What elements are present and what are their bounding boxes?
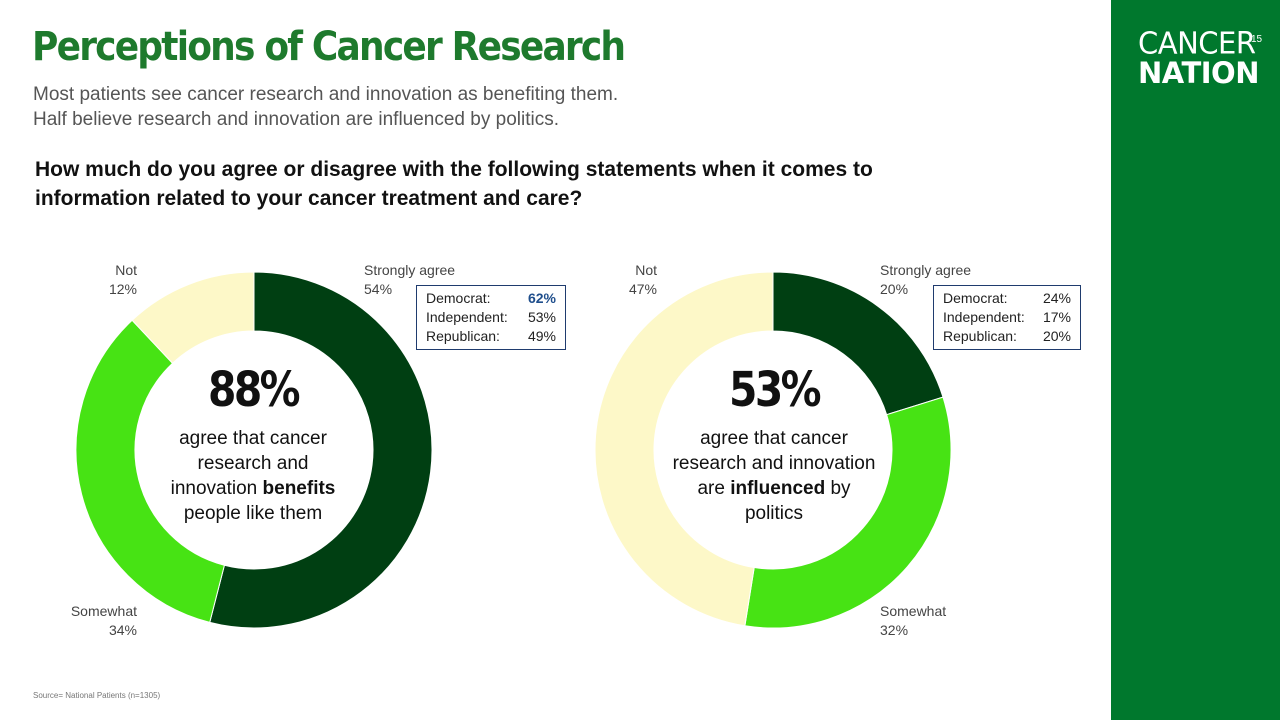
chart1-not-name: Not [115, 262, 137, 278]
chart2-party-breakdown: Democrat: 24% Independent: 17% Republican:… [933, 285, 1081, 350]
chart2-label-somewhat: Somewhat 32% [880, 602, 946, 640]
chart1-strongly-agree-name: Strongly agree [364, 262, 456, 278]
chart2-desc-line1: agree that cancer [700, 428, 848, 449]
chart1-desc-line4: people like them [183, 503, 323, 524]
chart1-center-desc: agree that cancer research and innovatio… [143, 426, 363, 526]
subtitle-line2: Half believe research and innovation are… [33, 109, 559, 130]
chart2-not-name: Not [635, 262, 657, 278]
chart1-somewhat-name: Somewhat [70, 603, 137, 619]
chart2-center-desc: agree that cancer research and innovatio… [659, 426, 889, 526]
donut-chart-benefits [75, 271, 433, 629]
donut2-slice-not [594, 271, 774, 627]
chart1-desc-line3-bold: benefits [262, 478, 336, 499]
chart2-desc-line3-pre: are [697, 478, 731, 499]
donut1-slice-strongly-agree [209, 271, 433, 629]
chart2-desc-line4: politics [744, 503, 804, 524]
chart2-desc-line3: are influenced by [659, 476, 889, 501]
chart2-desc-line3-post: by [825, 478, 851, 499]
chart1-desc-line3-pre: innovation [170, 478, 263, 499]
chart2-party-row-independent: Independent: 17% [943, 308, 1071, 327]
chart1-center-value: 88% [207, 362, 301, 418]
chart1-label-not: Not 12% [80, 261, 137, 299]
party-value: 49% [527, 328, 556, 344]
chart1-desc-line1: agree that cancer [179, 428, 327, 449]
survey-question: How much do you agree or disagree with t… [35, 158, 873, 210]
page-title: Perceptions of Cancer Research [32, 24, 626, 70]
logo-line1: CANCER [1138, 25, 1256, 61]
chart1-not-value: 12% [108, 281, 137, 297]
donut-charts-svg [75, 271, 952, 629]
party-label: Democrat: [426, 290, 491, 306]
chart2-strongly-agree-name: Strongly agree [880, 262, 972, 278]
party-label: Independent: [943, 309, 1025, 325]
donut-chart-politics [594, 271, 952, 629]
chart2-desc-line3-bold: influenced [730, 478, 826, 499]
chart2-somewhat-value: 32% [880, 622, 909, 638]
chart1-party-row-republican: Republican: 49% [426, 327, 556, 346]
logo-line2: NATION [1138, 56, 1259, 90]
chart2-strongly-agree-value: 20% [880, 281, 909, 297]
chart1-party-row-independent: Independent: 53% [426, 308, 556, 327]
page-number: 15 [1251, 34, 1263, 45]
chart2-desc-line2: research and innovation [672, 453, 876, 474]
cancer-nation-logo: CANCER NATION [1138, 25, 1259, 90]
chart2-party-row-democrat: Democrat: 24% [943, 289, 1071, 308]
party-label: Democrat: [943, 290, 1008, 306]
chart1-party-breakdown: Democrat: 62% Independent: 53% Republican:… [416, 285, 566, 350]
chart2-label-strongly-agree: Strongly agree 20% [880, 261, 971, 299]
party-label: Independent: [426, 309, 508, 325]
chart1-party-row-democrat: Democrat: 62% [426, 289, 556, 308]
chart2-center-value: 53% [728, 362, 822, 418]
chart1-somewhat-value: 34% [108, 622, 137, 638]
donut1-slice-somewhat [75, 319, 226, 624]
chart1-center: 88% agree that cancer research and innov… [143, 362, 363, 526]
subtitle: Most patients see cancer research and in… [33, 82, 618, 132]
party-value: 62% [527, 290, 556, 306]
chart1-desc-line3: innovation benefits [143, 476, 363, 501]
party-label: Republican: [943, 328, 1017, 344]
chart1-desc-line2: research and [197, 453, 309, 474]
chart1-label-strongly-agree: Strongly agree 54% [364, 261, 455, 299]
brand-sidebar [1111, 0, 1280, 720]
chart2-not-value: 47% [628, 281, 657, 297]
donut2-slice-somewhat [744, 396, 952, 629]
source-note: Source= National Patients (n=1305) [33, 691, 161, 700]
party-value: 53% [527, 309, 556, 325]
chart2-center: 53% agree that cancer research and innov… [659, 362, 889, 526]
chart1-label-somewhat: Somewhat 34% [60, 602, 137, 640]
chart2-somewhat-name: Somewhat [880, 603, 947, 619]
subtitle-line1: Most patients see cancer research and in… [33, 84, 619, 105]
donut1-slice-not [131, 271, 255, 364]
chart1-strongly-agree-value: 54% [364, 281, 393, 297]
chart2-label-not: Not 47% [600, 261, 657, 299]
chart2-party-row-republican: Republican: 20% [943, 327, 1071, 346]
party-value: 17% [1042, 309, 1071, 325]
party-value: 20% [1042, 328, 1071, 344]
party-label: Republican: [426, 328, 500, 344]
party-value: 24% [1042, 290, 1071, 306]
